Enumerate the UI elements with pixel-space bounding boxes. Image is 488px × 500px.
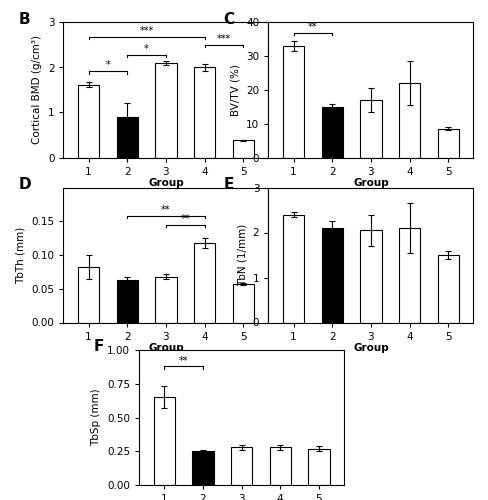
Text: **: ** <box>161 205 171 215</box>
Bar <box>117 117 138 158</box>
Y-axis label: BV/TV (%): BV/TV (%) <box>231 64 241 116</box>
Bar <box>154 397 175 485</box>
Bar <box>194 68 215 158</box>
Bar <box>155 63 177 158</box>
Bar <box>399 228 420 322</box>
Text: E: E <box>224 176 234 192</box>
X-axis label: Group: Group <box>353 343 389 353</box>
Bar <box>399 83 420 158</box>
Bar <box>360 100 382 158</box>
Text: ***: *** <box>140 26 154 36</box>
Bar <box>78 84 99 158</box>
Text: D: D <box>19 176 31 192</box>
Text: **: ** <box>179 356 188 366</box>
Bar <box>155 276 177 322</box>
Bar <box>233 284 254 323</box>
Bar <box>438 255 459 322</box>
X-axis label: Group: Group <box>148 343 184 353</box>
Y-axis label: Cortical BMD (g/cm³): Cortical BMD (g/cm³) <box>32 36 42 144</box>
Bar <box>269 447 291 485</box>
Bar <box>194 243 215 322</box>
Y-axis label: TbSp (mm): TbSp (mm) <box>91 388 102 446</box>
Y-axis label: TbN (1/mm): TbN (1/mm) <box>237 224 247 286</box>
Bar <box>360 230 382 322</box>
Bar <box>231 447 252 485</box>
Bar <box>308 448 329 485</box>
Text: **: ** <box>181 214 190 224</box>
Text: *: * <box>144 44 149 54</box>
Text: *: * <box>105 60 110 70</box>
Text: C: C <box>224 12 234 26</box>
Bar <box>117 280 138 322</box>
Bar <box>322 107 343 158</box>
Text: B: B <box>19 12 30 26</box>
Bar <box>322 228 343 322</box>
Bar <box>78 267 99 322</box>
X-axis label: Group: Group <box>148 178 184 188</box>
Text: ***: *** <box>217 34 231 44</box>
X-axis label: Group: Group <box>353 178 389 188</box>
Bar <box>438 129 459 158</box>
Bar <box>283 214 304 322</box>
Bar <box>192 451 214 485</box>
Text: F: F <box>94 339 104 354</box>
Bar <box>283 46 304 158</box>
Text: **: ** <box>308 22 318 32</box>
Bar <box>233 140 254 158</box>
Y-axis label: TbTh (mm): TbTh (mm) <box>16 226 26 283</box>
